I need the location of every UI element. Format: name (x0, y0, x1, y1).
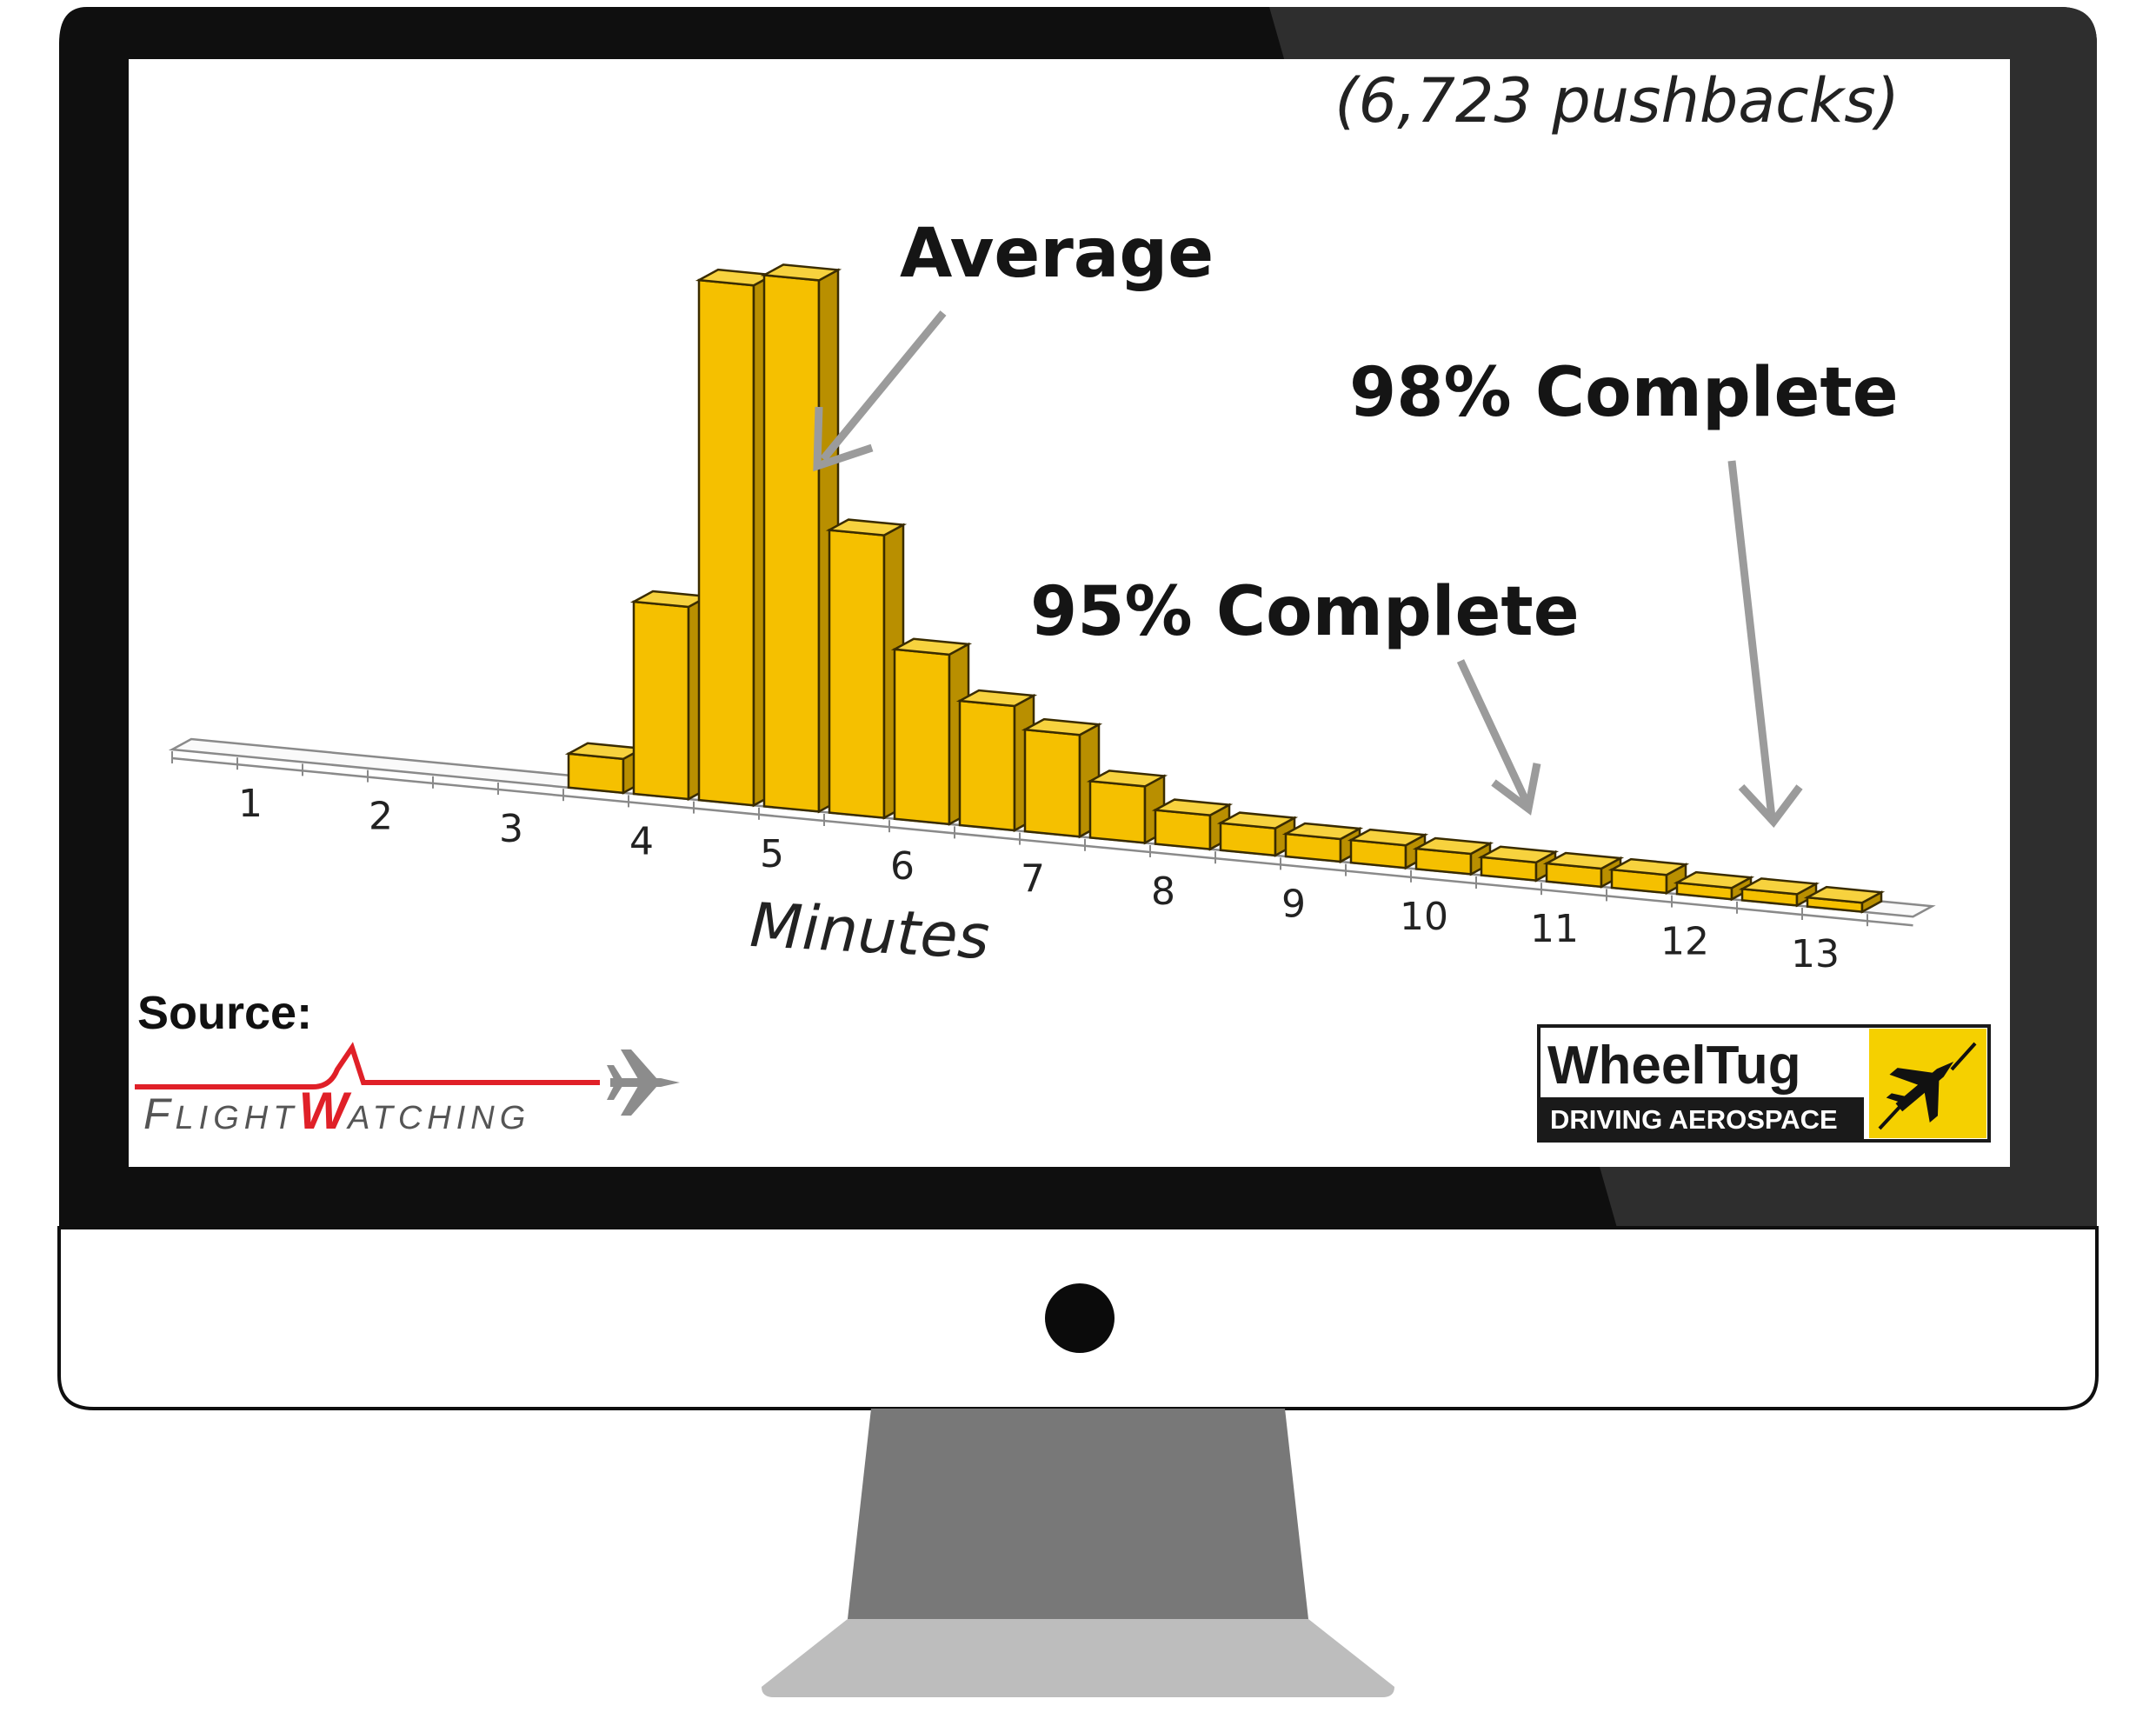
x-tick-label: 10 (1400, 895, 1448, 939)
average-arrowhead (813, 406, 874, 472)
x-tick-label: 11 (1530, 907, 1579, 951)
bar-top (955, 689, 1038, 708)
bar-front (828, 529, 886, 819)
arrow-down-left-icon (1878, 1103, 1904, 1130)
screen (129, 59, 2010, 1167)
annotations: Average 95% Complete 98% Complete (813, 215, 1899, 829)
bar-top (1216, 811, 1299, 830)
wheeltug-tagline: DRIVING AEROSPACE (1550, 1104, 1838, 1135)
bar-top (1151, 798, 1234, 816)
bar (1477, 845, 1560, 883)
x-tick-labels: 1 2 3 4 5 6 7 8 9 10 11 12 13 (238, 782, 1840, 976)
bar-top (1542, 851, 1625, 870)
bar-top (1412, 836, 1494, 856)
bar (955, 689, 1038, 833)
source-logo: Source: FLIGHTWATCHING (135, 987, 680, 1140)
bar (1607, 857, 1690, 896)
bar-top (760, 263, 842, 282)
bar-front (567, 752, 625, 795)
x-tick-label: 12 (1660, 920, 1709, 964)
p95-arrow (1456, 659, 1532, 806)
camera-dot-icon (1045, 1283, 1115, 1353)
x-tick-label: 9 (1281, 882, 1306, 926)
monitor-stand (848, 1409, 1308, 1619)
bar-top (890, 637, 973, 656)
bar (564, 742, 647, 795)
bar-front (958, 699, 1016, 832)
airplane-icon (607, 1049, 680, 1116)
bar (629, 590, 712, 802)
x-tick-label: 5 (760, 832, 784, 876)
bar-front (697, 278, 755, 807)
bar-top (1347, 828, 1429, 847)
x-axis-label: Minutes (749, 889, 991, 973)
bar (1803, 885, 1886, 914)
p98-annotation: 98% Complete (1349, 354, 1899, 432)
source-label: Source: (137, 987, 312, 1039)
bar-front (632, 600, 690, 801)
bar-top (1803, 885, 1886, 904)
bar-top (825, 518, 908, 536)
flightwatching-wordmark: FLIGHTWATCHING (143, 1082, 530, 1140)
wheeltug-logo: WheelTug DRIVING AEROSPACE (1537, 1024, 1991, 1143)
bars (564, 263, 1886, 914)
bar (760, 263, 842, 814)
monitor (57, 7, 2099, 1697)
bar-top (1673, 870, 1755, 889)
bar (1086, 770, 1168, 845)
slide: (6,723 pushbacks) 1 2 3 4 5 6 7 8 9 10 11 12 13 Minu… (135, 65, 1991, 1143)
p95-annotation: 95% Complete (1030, 573, 1580, 651)
bar (890, 637, 973, 826)
bar-top (1021, 717, 1103, 736)
bar (1673, 870, 1755, 902)
monitor-base (762, 1619, 1394, 1697)
flightwatching-swoosh (135, 1042, 600, 1089)
bar (695, 268, 777, 808)
x-tick-label: 7 (1021, 857, 1045, 902)
bar-front (1023, 728, 1081, 838)
bar (1021, 717, 1103, 839)
bar (1151, 798, 1234, 851)
x-tick-label: 13 (1791, 932, 1840, 976)
bar-top (1738, 877, 1820, 896)
bar-front (1154, 809, 1212, 850)
p95-arrowhead (1491, 763, 1541, 816)
x-tick-label: 2 (369, 795, 393, 839)
p98-arrowhead (1738, 783, 1803, 829)
x-tick-label: 6 (890, 844, 915, 889)
average-annotation: Average (900, 215, 1214, 293)
bar-front (1088, 780, 1147, 844)
p98-arrow (1727, 460, 1776, 818)
bar-front (762, 274, 821, 813)
x-tick-label: 4 (629, 819, 654, 863)
bar-top (1281, 822, 1364, 841)
x-tick-label: 3 (499, 807, 523, 851)
arrow-up-right-icon (1950, 1042, 1977, 1071)
average-arrow (820, 310, 947, 462)
bar-top (1477, 845, 1560, 864)
wheeltug-tagline-bar (1540, 1097, 1864, 1139)
x-tick-label: 8 (1151, 869, 1175, 914)
x-tick-label: 1 (238, 782, 263, 826)
axis-baseline (171, 756, 1913, 927)
bar-top (1086, 770, 1168, 788)
bar-top (1607, 857, 1690, 876)
bar (1738, 877, 1820, 908)
wheeltug-name: WheelTug (1547, 1036, 1801, 1096)
pushbacks-note: (6,723 pushbacks) (1334, 65, 1900, 137)
bar (825, 518, 908, 820)
bar (1412, 836, 1494, 876)
bar-front (893, 648, 951, 826)
airplane-takeoff-icon (1886, 1062, 1954, 1123)
bar (1281, 822, 1364, 864)
histogram-chart: 1 2 3 4 5 6 7 8 9 10 11 12 13 Minutes (168, 263, 1936, 976)
